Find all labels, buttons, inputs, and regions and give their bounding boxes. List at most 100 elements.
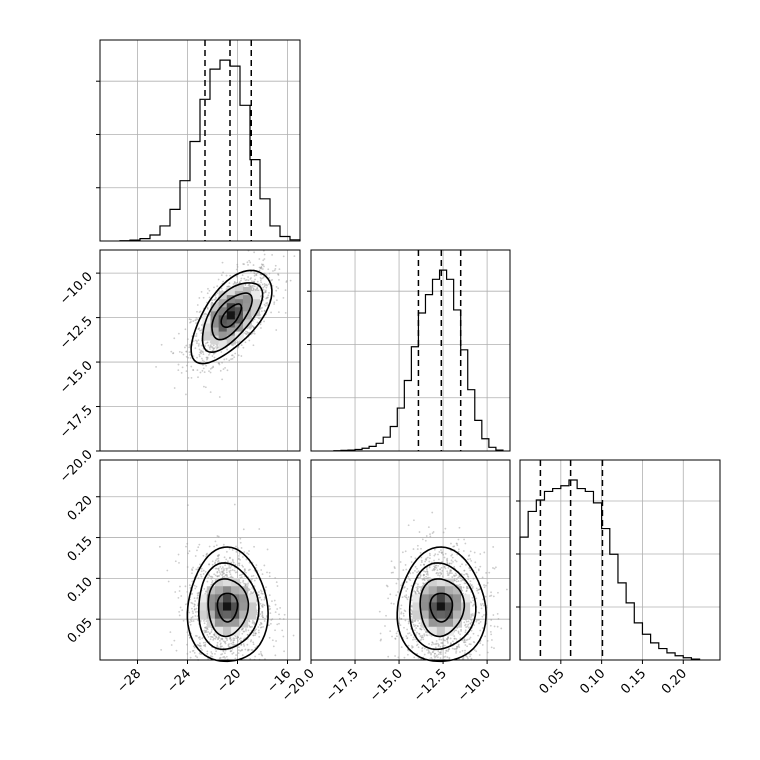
scatter-p1-p2-point-993 xyxy=(418,592,420,594)
scatter-p0-p2-point-248 xyxy=(261,612,264,615)
scatter-p0-p2-frame xyxy=(99,459,301,661)
scatter-p0-p2-point-608 xyxy=(194,611,197,613)
scatter-p1-p2-point-232 xyxy=(497,618,500,620)
scatter-p1-p2-point-207 xyxy=(423,634,426,637)
scatter-p0-p2-point-1184 xyxy=(276,608,279,610)
histogram-panel-p1 xyxy=(307,250,510,452)
scatter-p0-p2-point-777 xyxy=(192,612,194,615)
histogram-p0-bar-15 xyxy=(270,226,280,241)
scatter-p1-p2-point-7 xyxy=(396,630,399,633)
scatter-p0-p1-point-1091 xyxy=(255,274,258,277)
scatter-p0-p2-point-1256 xyxy=(243,630,246,633)
scatter-p1-p2-point-851 xyxy=(466,645,468,648)
scatter-p1-p2-point-1196 xyxy=(400,611,403,614)
scatter-p1-p2-point-665 xyxy=(469,636,472,639)
histogram-p2-bar-13 xyxy=(626,603,634,660)
scatter-p0-p1-point-1273 xyxy=(180,351,183,354)
scatter-p0-p2-point-1006 xyxy=(225,567,228,570)
scatter-p0-p2-density-1-3 xyxy=(206,602,216,612)
scatter-p0-p2-point-121 xyxy=(190,607,193,610)
scatter-p0-p2-point-287 xyxy=(174,591,177,593)
scatter-p0-p1-point-796 xyxy=(274,264,277,267)
scatter-p0-p1-point-1392 xyxy=(247,276,250,278)
scatter-p1-p2-point-1208 xyxy=(413,620,415,622)
scatter-p0-p2-point-930 xyxy=(241,632,244,635)
scatter-p0-p1-point-919 xyxy=(185,370,188,373)
scatter-p0-p1-point-1373 xyxy=(200,290,203,293)
scatter-p0-p1-point-237 xyxy=(271,254,274,256)
scatter-p0-p1-frame xyxy=(99,249,301,452)
scatter-p0-p1-density-1-3 xyxy=(210,319,220,329)
scatter-p1-p2-point-1285 xyxy=(430,656,433,659)
scatter-p0-p2-point-208 xyxy=(211,581,213,584)
scatter-p0-p2-point-1186 xyxy=(237,636,240,639)
scatter-p0-p1-density-3-1 xyxy=(226,295,236,305)
scatter-p0-p2-point-1132 xyxy=(259,626,262,629)
scatter-p0-p1-point-1333 xyxy=(236,263,239,266)
scatter-p1-p2-point-470 xyxy=(471,613,474,615)
scatter-p0-p2-point-873 xyxy=(205,590,207,593)
scatter-p1-p2-point-229 xyxy=(429,533,431,536)
scatter-p0-p2-point-1123 xyxy=(243,568,246,571)
scatter-p0-p2-point-1224 xyxy=(178,590,181,592)
scatter-p1-p2-point-1095 xyxy=(440,653,442,656)
scatter-p0-p2-point-1287 xyxy=(198,652,201,655)
scatter-p0-p2-point-1253 xyxy=(216,571,219,574)
scatter-p0-p2-point-831 xyxy=(239,637,242,640)
scatter-p0-p2-point-808 xyxy=(225,571,228,574)
scatter-p1-p2-point-1215 xyxy=(413,519,415,522)
scatter-p1-p2-point-1396 xyxy=(420,636,423,639)
scatter-p0-p2-point-1144 xyxy=(254,632,257,635)
scatter-p0-p1-point-1206 xyxy=(284,289,287,291)
scatter-p0-p2-point-409 xyxy=(209,575,212,578)
scatter-p1-p2-point-251 xyxy=(455,560,458,563)
scatter-p0-p2-point-690 xyxy=(209,638,212,641)
scatter-p1-p2-point-690 xyxy=(412,571,414,574)
scatter-p1-p2-point-740 xyxy=(436,642,439,645)
scatter-p1-p2-point-695 xyxy=(473,551,476,554)
scatter-p1-p2-point-441 xyxy=(496,625,499,628)
scatter-p1-p2-point-1391 xyxy=(475,571,478,574)
scatter-p1-p2-point-1273 xyxy=(464,631,467,634)
scatter-p1-p2-point-1200 xyxy=(480,604,483,607)
scatter-p0-p1-point-1388 xyxy=(212,365,215,368)
scatter-p0-p2-density-5-4 xyxy=(239,610,249,620)
scatter-p0-p1-point-1006 xyxy=(216,292,219,295)
scatter-p0-p2-point-4 xyxy=(219,639,221,642)
scatter-p0-p1-point-920 xyxy=(205,313,208,316)
scatter-p0-p2-point-800 xyxy=(229,650,232,653)
scatter-p1-p2-point-316 xyxy=(440,566,443,569)
scatter-p1-p2-point-1125 xyxy=(467,578,470,581)
scatter-p1-p2-point-804 xyxy=(478,618,481,621)
scatter-p1-p2-point-355 xyxy=(428,560,431,563)
scatter-p1-p2-point-1265 xyxy=(467,576,470,578)
scatter-p0-p1-density-3-4 xyxy=(226,319,236,329)
scatter-p1-p2-point-142 xyxy=(407,575,410,578)
scatter-p0-p1-density-3-5 xyxy=(226,327,236,337)
scatter-p0-p1-density-5-4 xyxy=(242,311,252,321)
scatter-p0-p2-point-705 xyxy=(268,624,270,627)
scatter-p0-p2-point-120 xyxy=(282,635,285,638)
scatter-p0-p1-point-812 xyxy=(265,289,267,292)
scatter-p1-p2-point-252 xyxy=(414,565,417,568)
scatter-p1-p2-point-1373 xyxy=(433,548,436,551)
scatter-p1-p2-density-5-1 xyxy=(453,586,463,596)
scatter-p1-p2-point-948 xyxy=(406,653,409,656)
xtick-label-p1-1: −17.5 xyxy=(323,666,362,705)
scatter-p1-p2-point-1139 xyxy=(437,653,440,656)
scatter-p0-p1-point-1087 xyxy=(264,304,267,307)
scatter-p1-p2-point-987 xyxy=(428,651,431,654)
scatter-p1-p2-point-923 xyxy=(411,621,414,624)
scatter-p0-p2-point-481 xyxy=(225,655,228,658)
scatter-p0-p1-point-61 xyxy=(247,279,250,282)
scatter-p0-p1-point-1104 xyxy=(222,280,225,283)
scatter-p0-p1-point-561 xyxy=(242,346,245,349)
scatter-p1-p2-point-422 xyxy=(490,591,492,594)
scatter-p1-p2-point-234 xyxy=(422,638,425,641)
scatter-p0-p2-point-55 xyxy=(210,631,213,633)
scatter-p0-p1-point-989 xyxy=(233,356,236,358)
histogram-p0-bar-12 xyxy=(240,105,250,241)
scatter-p0-p2-point-711 xyxy=(186,504,189,507)
scatter-p0-p2-point-324 xyxy=(254,655,257,658)
scatter-p1-p2-point-551 xyxy=(470,584,472,587)
